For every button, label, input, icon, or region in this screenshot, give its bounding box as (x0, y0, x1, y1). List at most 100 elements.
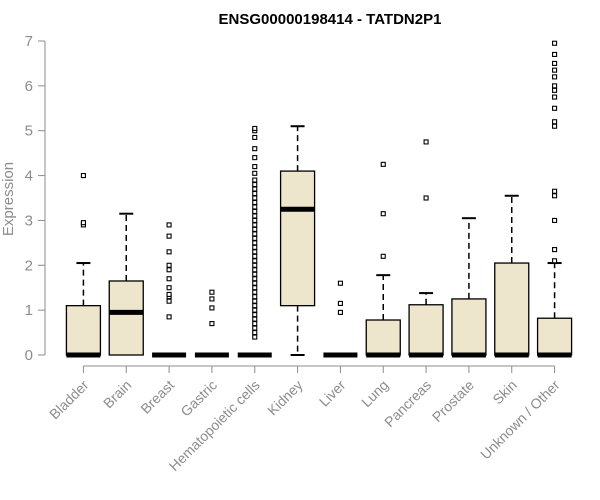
x-tick-label: Brain (100, 377, 134, 411)
outlier-point (166, 262, 172, 268)
outlier-point (252, 235, 258, 241)
chart-title: ENSG00000198414 - TATDN2P1 (219, 11, 442, 28)
outlier-point (252, 307, 258, 313)
box-skin (494, 194, 530, 358)
outlier-point (252, 226, 258, 232)
outlier-point (166, 222, 172, 228)
plot-area (65, 40, 573, 358)
outlier-point (166, 267, 172, 273)
outlier-point (252, 231, 258, 237)
outlier-point (337, 309, 343, 315)
outlier-point (252, 334, 258, 340)
outlier-point (252, 125, 258, 132)
outlier-point (252, 164, 258, 170)
outlier-point (166, 298, 172, 304)
outlier-point (166, 276, 172, 282)
y-tick-label: 7 (25, 33, 33, 50)
outlier-point (252, 285, 258, 291)
outlier-point (252, 217, 258, 223)
box-lung (365, 161, 401, 358)
outlier-point (552, 87, 558, 93)
y-tick-label: 4 (25, 168, 33, 185)
x-tick-label: Pancreas (381, 377, 434, 430)
outlier-point (252, 249, 258, 255)
outlier-point (252, 204, 258, 210)
outlier-point (337, 300, 343, 306)
box-breast (152, 222, 187, 358)
box-bladder (65, 173, 102, 358)
outlier-point (380, 253, 386, 259)
box-body (451, 298, 487, 356)
box-body (108, 280, 144, 356)
box-pancreas (408, 139, 444, 358)
outlier-point (252, 271, 258, 277)
outlier-point (552, 83, 558, 89)
box-brain (108, 212, 144, 356)
outlier-point (552, 74, 558, 80)
outlier-point (252, 177, 258, 183)
outlier-point (80, 173, 86, 179)
outlier-point (252, 280, 258, 286)
outlier-point (252, 208, 258, 215)
outlier-point (166, 285, 172, 291)
outlier-point (252, 146, 258, 152)
outlier-point (552, 123, 558, 129)
outlier-point (252, 190, 258, 197)
y-tick-label: 1 (25, 302, 33, 319)
outlier-point (252, 199, 258, 206)
outlier-point (552, 119, 558, 125)
outlier-point (252, 222, 258, 228)
outlier-point (552, 258, 558, 264)
y-axis: 0 1 2 3 4 5 6 7 (25, 33, 46, 364)
x-tick-label: Skin (489, 377, 520, 408)
outlier-point (166, 314, 172, 320)
outlier-point (552, 67, 558, 73)
outlier-point (166, 291, 172, 297)
outlier-point (80, 220, 86, 226)
outlier-point (209, 321, 215, 327)
outlier-point (252, 244, 258, 250)
outlier-point (552, 105, 558, 111)
outlier-point (423, 195, 429, 201)
outlier-point (209, 305, 215, 311)
outlier-point (552, 247, 558, 253)
outlier-point (552, 188, 558, 194)
y-tick-label: 5 (25, 123, 33, 140)
box-kidney (279, 125, 316, 356)
box-prostate (451, 217, 487, 358)
outlier-point (252, 294, 258, 300)
outlier-point (380, 161, 386, 167)
outlier-point (552, 40, 558, 46)
outlier-point (552, 51, 558, 58)
outlier-point (252, 181, 258, 188)
outlier-point (552, 193, 558, 199)
outlier-point (252, 186, 258, 192)
outlier-point (252, 267, 258, 273)
outlier-point (552, 60, 558, 66)
outlier-point (252, 276, 258, 282)
outlier-point (252, 312, 258, 318)
x-tick-label: Gastric (177, 377, 220, 420)
outlier-point (252, 321, 258, 327)
x-tick-label: Unknown / Other (477, 377, 563, 463)
outlier-point (423, 139, 429, 145)
box-body (408, 304, 444, 356)
box-body (279, 170, 316, 307)
outlier-point (552, 217, 558, 223)
x-tick-label: Prostate (429, 377, 477, 425)
x-tick-label: Liver (316, 377, 349, 410)
box-body (365, 319, 401, 356)
outlier-point (252, 195, 258, 201)
outlier-point (252, 298, 258, 304)
outlier-point (252, 170, 258, 176)
outlier-point (209, 296, 215, 302)
box-liver (323, 280, 358, 358)
outlier-point (166, 233, 172, 239)
outlier-point (337, 280, 343, 286)
outlier-point (252, 262, 258, 268)
y-tick-label: 3 (25, 212, 33, 229)
x-tick-label: Bladder (46, 377, 92, 423)
y-tick-label: 6 (25, 78, 33, 95)
y-tick-label: 2 (25, 257, 33, 274)
